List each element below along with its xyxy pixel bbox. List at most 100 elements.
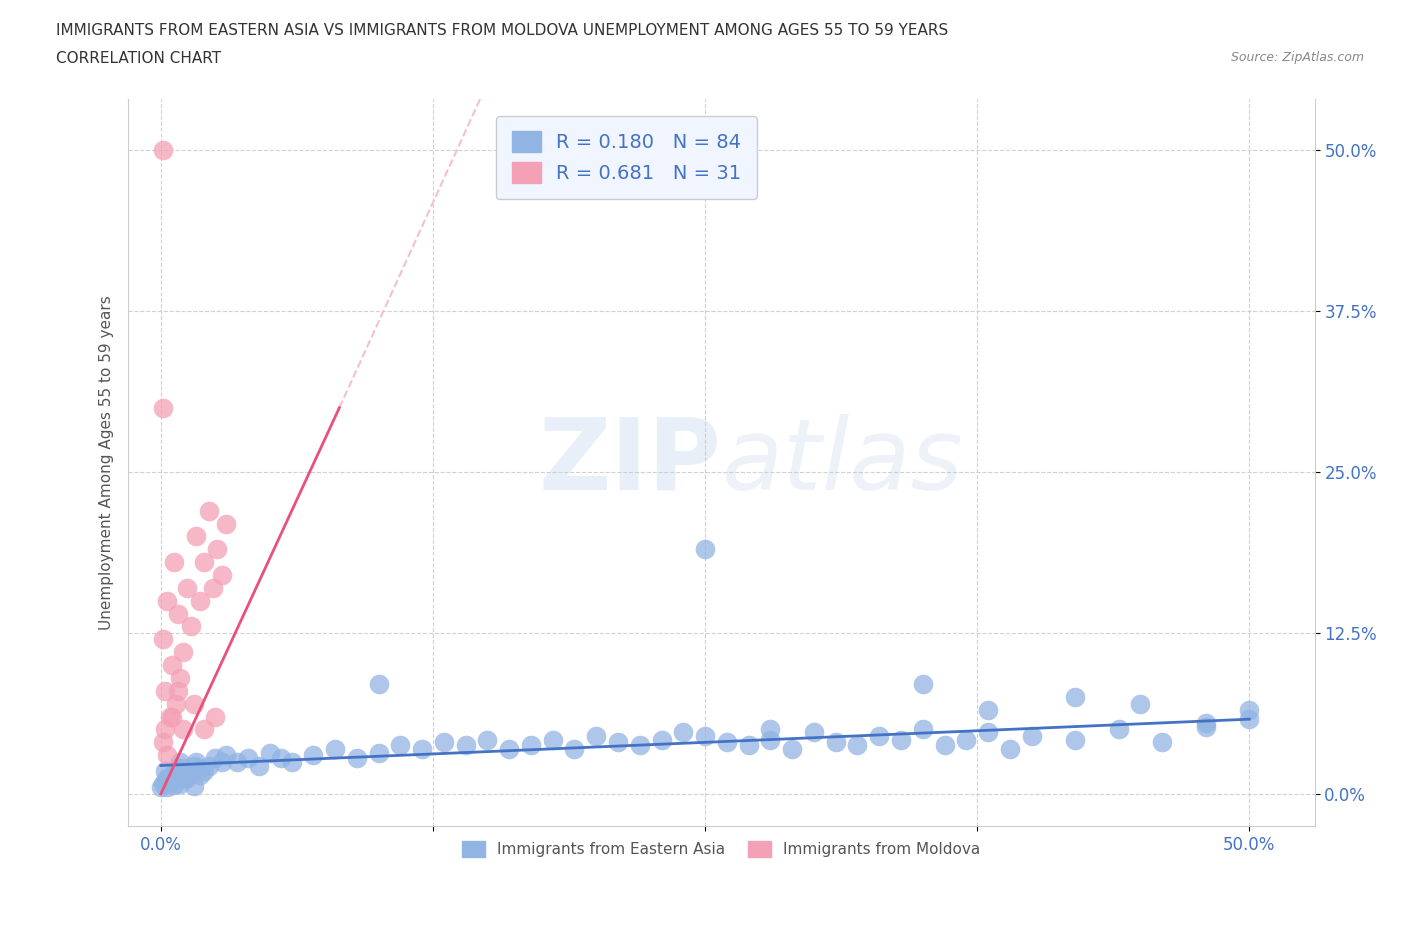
- Point: [498, 741, 520, 756]
- Point: [152, 735, 174, 750]
- Point: [270, 751, 292, 765]
- Text: Source: ZipAtlas.com: Source: ZipAtlas.com: [1230, 51, 1364, 64]
- Point: [367, 745, 389, 760]
- Point: [193, 764, 215, 778]
- Point: [167, 767, 190, 782]
- Point: [215, 516, 238, 531]
- Point: [433, 735, 456, 750]
- Y-axis label: Unemployment Among Ages 55 to 59 years: Unemployment Among Ages 55 to 59 years: [100, 295, 114, 630]
- Point: [247, 758, 270, 773]
- Point: [389, 737, 412, 752]
- Point: [1239, 711, 1261, 726]
- Point: [188, 593, 211, 608]
- Point: [520, 737, 543, 752]
- Point: [173, 771, 195, 786]
- Point: [977, 724, 1000, 739]
- Point: [152, 142, 174, 157]
- Point: [693, 728, 716, 743]
- Point: [169, 777, 191, 791]
- Text: atlas: atlas: [721, 414, 963, 511]
- Point: [454, 737, 477, 752]
- Point: [226, 754, 249, 769]
- Point: [207, 542, 229, 557]
- Point: [346, 751, 368, 765]
- Point: [156, 780, 179, 795]
- Point: [183, 697, 205, 711]
- Point: [160, 658, 183, 672]
- Point: [160, 767, 183, 782]
- Point: [934, 737, 956, 752]
- Point: [159, 774, 181, 789]
- Point: [541, 732, 564, 747]
- Point: [188, 767, 211, 782]
- Point: [160, 710, 183, 724]
- Point: [1064, 732, 1087, 747]
- Point: [911, 722, 934, 737]
- Point: [152, 777, 174, 791]
- Point: [172, 722, 194, 737]
- Point: [1129, 697, 1152, 711]
- Point: [1064, 690, 1087, 705]
- Point: [672, 724, 695, 739]
- Point: [1239, 703, 1261, 718]
- Point: [163, 777, 186, 792]
- Point: [165, 697, 187, 711]
- Point: [167, 606, 190, 621]
- Point: [868, 728, 890, 743]
- Point: [184, 754, 207, 769]
- Point: [215, 748, 238, 763]
- Point: [846, 737, 869, 752]
- Point: [152, 631, 174, 646]
- Point: [155, 774, 177, 789]
- Point: [1108, 722, 1130, 737]
- Point: [803, 724, 825, 739]
- Point: [1195, 720, 1218, 735]
- Point: [165, 768, 187, 783]
- Point: [367, 677, 389, 692]
- Point: [179, 765, 201, 780]
- Legend: Immigrants from Eastern Asia, Immigrants from Moldova: Immigrants from Eastern Asia, Immigrants…: [450, 829, 993, 870]
- Point: [890, 732, 912, 747]
- Point: [155, 722, 177, 737]
- Point: [197, 758, 219, 773]
- Point: [155, 764, 177, 778]
- Point: [156, 593, 179, 608]
- Point: [176, 580, 198, 595]
- Point: [193, 722, 215, 737]
- Point: [172, 644, 194, 659]
- Point: [716, 735, 738, 750]
- Point: [149, 780, 172, 795]
- Point: [824, 735, 846, 750]
- Point: [693, 542, 716, 557]
- Point: [211, 754, 233, 769]
- Point: [167, 761, 190, 776]
- Point: [302, 748, 325, 763]
- Point: [159, 710, 181, 724]
- Point: [477, 732, 499, 747]
- Point: [193, 554, 215, 569]
- Point: [977, 703, 1000, 718]
- Point: [156, 771, 179, 786]
- Point: [564, 741, 586, 756]
- Point: [759, 722, 782, 737]
- Point: [163, 554, 186, 569]
- Point: [202, 580, 225, 595]
- Point: [183, 758, 205, 773]
- Point: [759, 732, 782, 747]
- Text: IMMIGRANTS FROM EASTERN ASIA VS IMMIGRANTS FROM MOLDOVA UNEMPLOYMENT AMONG AGES : IMMIGRANTS FROM EASTERN ASIA VS IMMIGRAN…: [56, 23, 949, 38]
- Point: [780, 741, 803, 756]
- Point: [169, 754, 191, 769]
- Point: [280, 754, 302, 769]
- Point: [188, 761, 211, 776]
- Point: [204, 751, 226, 765]
- Point: [183, 778, 205, 793]
- Point: [204, 710, 226, 724]
- Text: ZIP: ZIP: [538, 414, 721, 511]
- Point: [651, 732, 673, 747]
- Point: [323, 741, 346, 756]
- Point: [1021, 728, 1043, 743]
- Point: [197, 503, 219, 518]
- Point: [1152, 735, 1174, 750]
- Point: [172, 761, 194, 776]
- Point: [955, 732, 977, 747]
